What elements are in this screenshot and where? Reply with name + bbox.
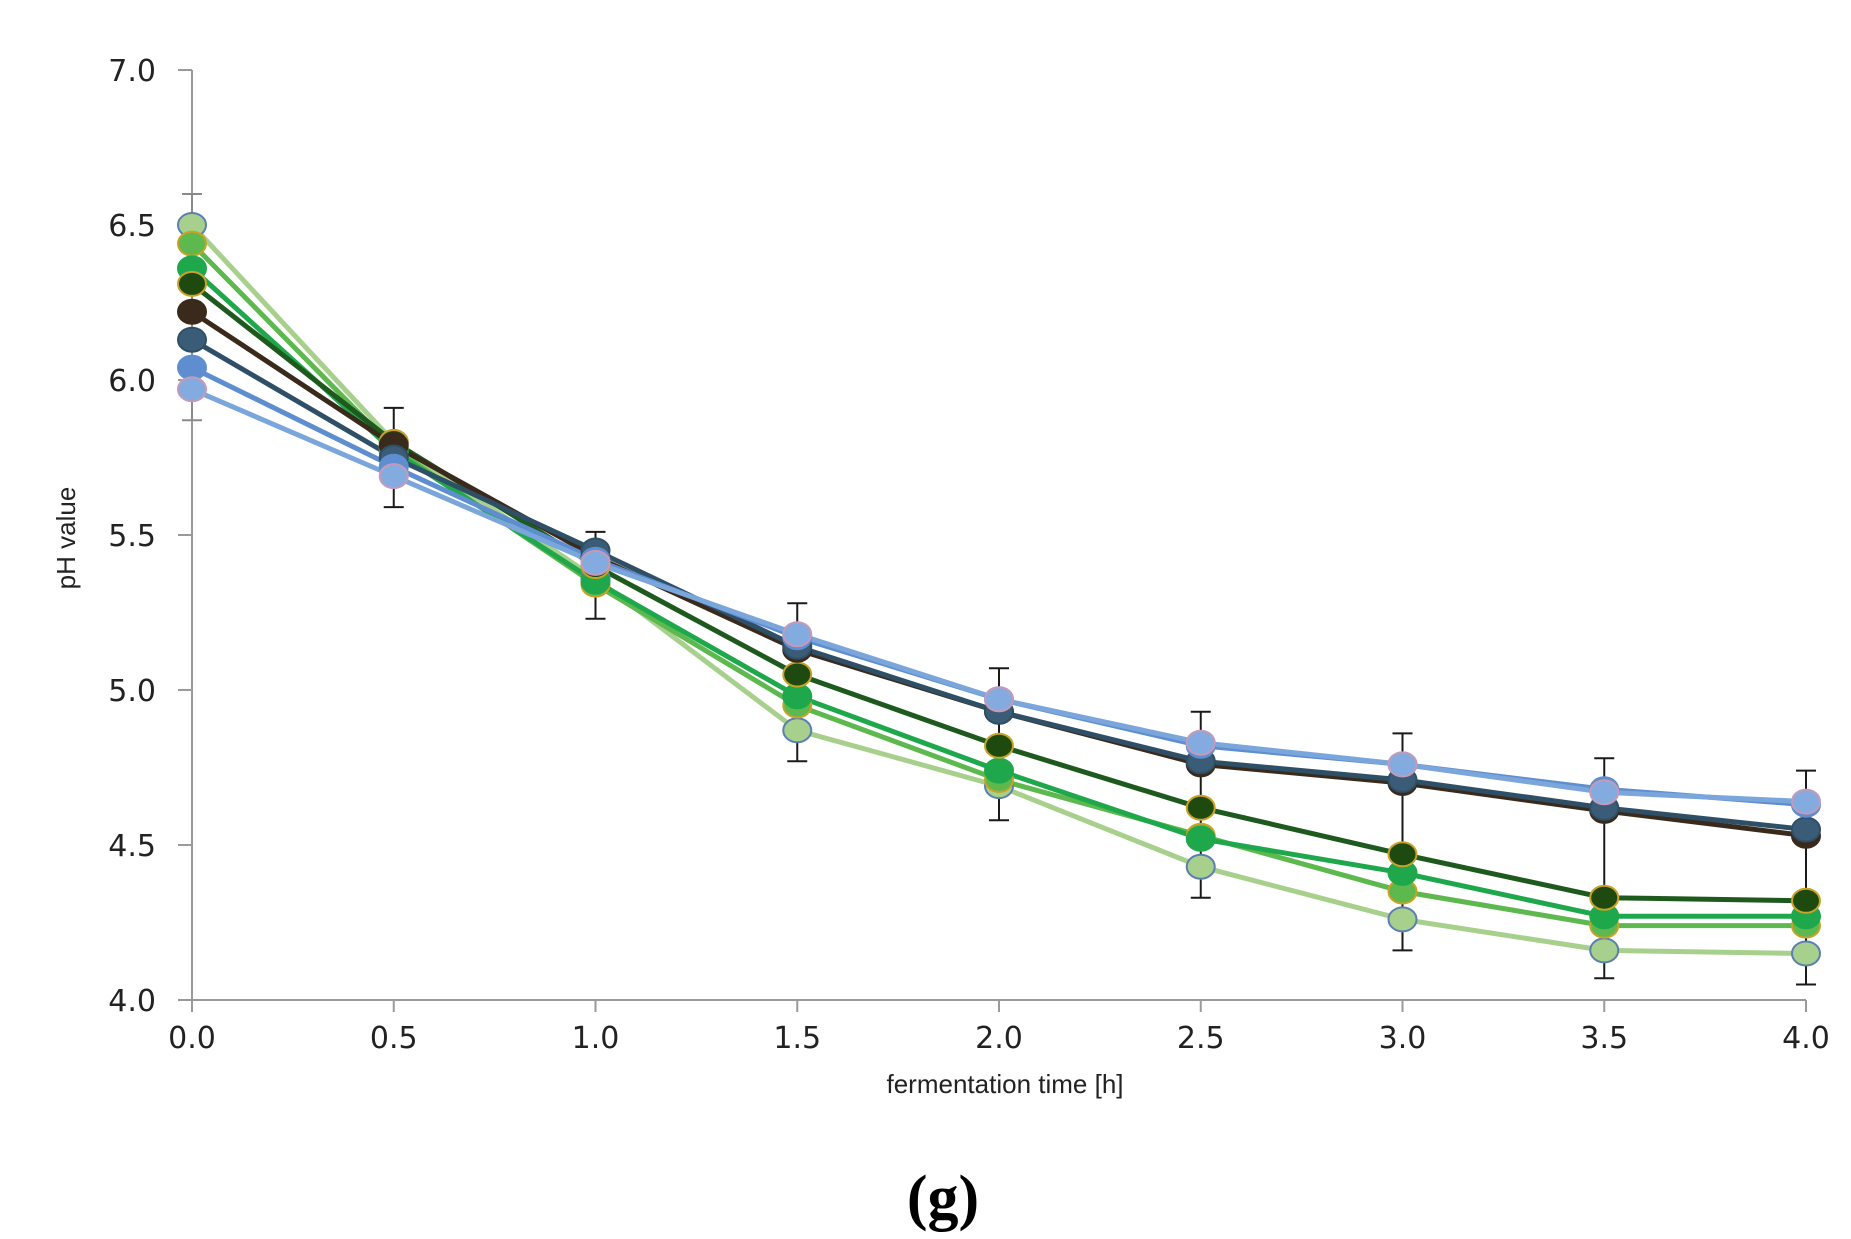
series-4-point bbox=[1387, 841, 1418, 868]
x-tick-label: 0.5 bbox=[370, 1021, 418, 1056]
series-8-point bbox=[177, 376, 207, 403]
series-4-point bbox=[177, 270, 207, 297]
series-1-point bbox=[1589, 937, 1620, 964]
series-markers bbox=[177, 212, 1821, 967]
tick-labels: 4.0 4.5 5.0 5.5 6.0 6.5 7.0 0.0 0.5 1.0 1.5 2.0 2.5 3… bbox=[108, 54, 1830, 1056]
series-8-point bbox=[1185, 729, 1216, 756]
y-tick-label: 4.5 bbox=[108, 829, 156, 864]
y-tick-label: 6.0 bbox=[108, 364, 156, 399]
series-1-point bbox=[1387, 906, 1418, 933]
series-5-point bbox=[177, 298, 207, 325]
x-tick-label: 1.5 bbox=[773, 1021, 821, 1056]
series-4-point bbox=[1185, 794, 1216, 821]
series-1-point bbox=[782, 717, 813, 744]
x-tick-label: 4.0 bbox=[1782, 1021, 1830, 1056]
series-8-point bbox=[782, 621, 813, 648]
series-4-point bbox=[1791, 887, 1821, 914]
x-tick-label: 2.5 bbox=[1177, 1021, 1225, 1056]
series-8-point bbox=[378, 463, 409, 490]
series-1-point bbox=[1185, 853, 1216, 880]
series-8-point bbox=[1387, 751, 1418, 778]
series-4-point bbox=[1589, 884, 1620, 911]
series-8-point bbox=[580, 549, 611, 576]
y-tick-label: 4.0 bbox=[108, 984, 156, 1019]
x-tick-label: 0.0 bbox=[168, 1021, 216, 1056]
y-tick-label: 6.5 bbox=[108, 209, 156, 244]
series-6-point bbox=[1791, 816, 1821, 843]
y-tick-label: 7.0 bbox=[108, 54, 156, 89]
series-3-point bbox=[1185, 825, 1216, 852]
series-8-point bbox=[1589, 779, 1620, 806]
x-axis-title: fermentation time [h] bbox=[887, 1069, 1124, 1099]
series-3-point bbox=[984, 757, 1014, 784]
error-bars bbox=[182, 193, 1816, 986]
x-tick-label: 1.0 bbox=[572, 1021, 620, 1056]
series-3-point bbox=[782, 683, 813, 710]
series-7-point bbox=[177, 354, 207, 381]
series-2-point bbox=[177, 230, 207, 257]
axes bbox=[178, 69, 1807, 1012]
y-axis-title: pH value bbox=[51, 487, 81, 590]
x-tick-label: 3.0 bbox=[1379, 1021, 1427, 1056]
series-1-point bbox=[1791, 940, 1821, 967]
y-tick-label: 5.0 bbox=[108, 674, 156, 709]
series-1-line bbox=[189, 222, 1809, 956]
series-2-line bbox=[189, 241, 1809, 929]
series-4-point bbox=[782, 661, 813, 688]
series-8-point bbox=[984, 686, 1014, 713]
x-tick-label: 2.0 bbox=[975, 1021, 1023, 1056]
series-8-point bbox=[1791, 788, 1821, 815]
series-4-point bbox=[984, 732, 1014, 759]
y-tick-label: 5.5 bbox=[108, 519, 156, 554]
series-lines bbox=[189, 222, 1809, 956]
panel-label: (g) bbox=[907, 1164, 979, 1232]
x-tick-label: 3.5 bbox=[1580, 1021, 1628, 1056]
series-6-point bbox=[177, 326, 207, 353]
